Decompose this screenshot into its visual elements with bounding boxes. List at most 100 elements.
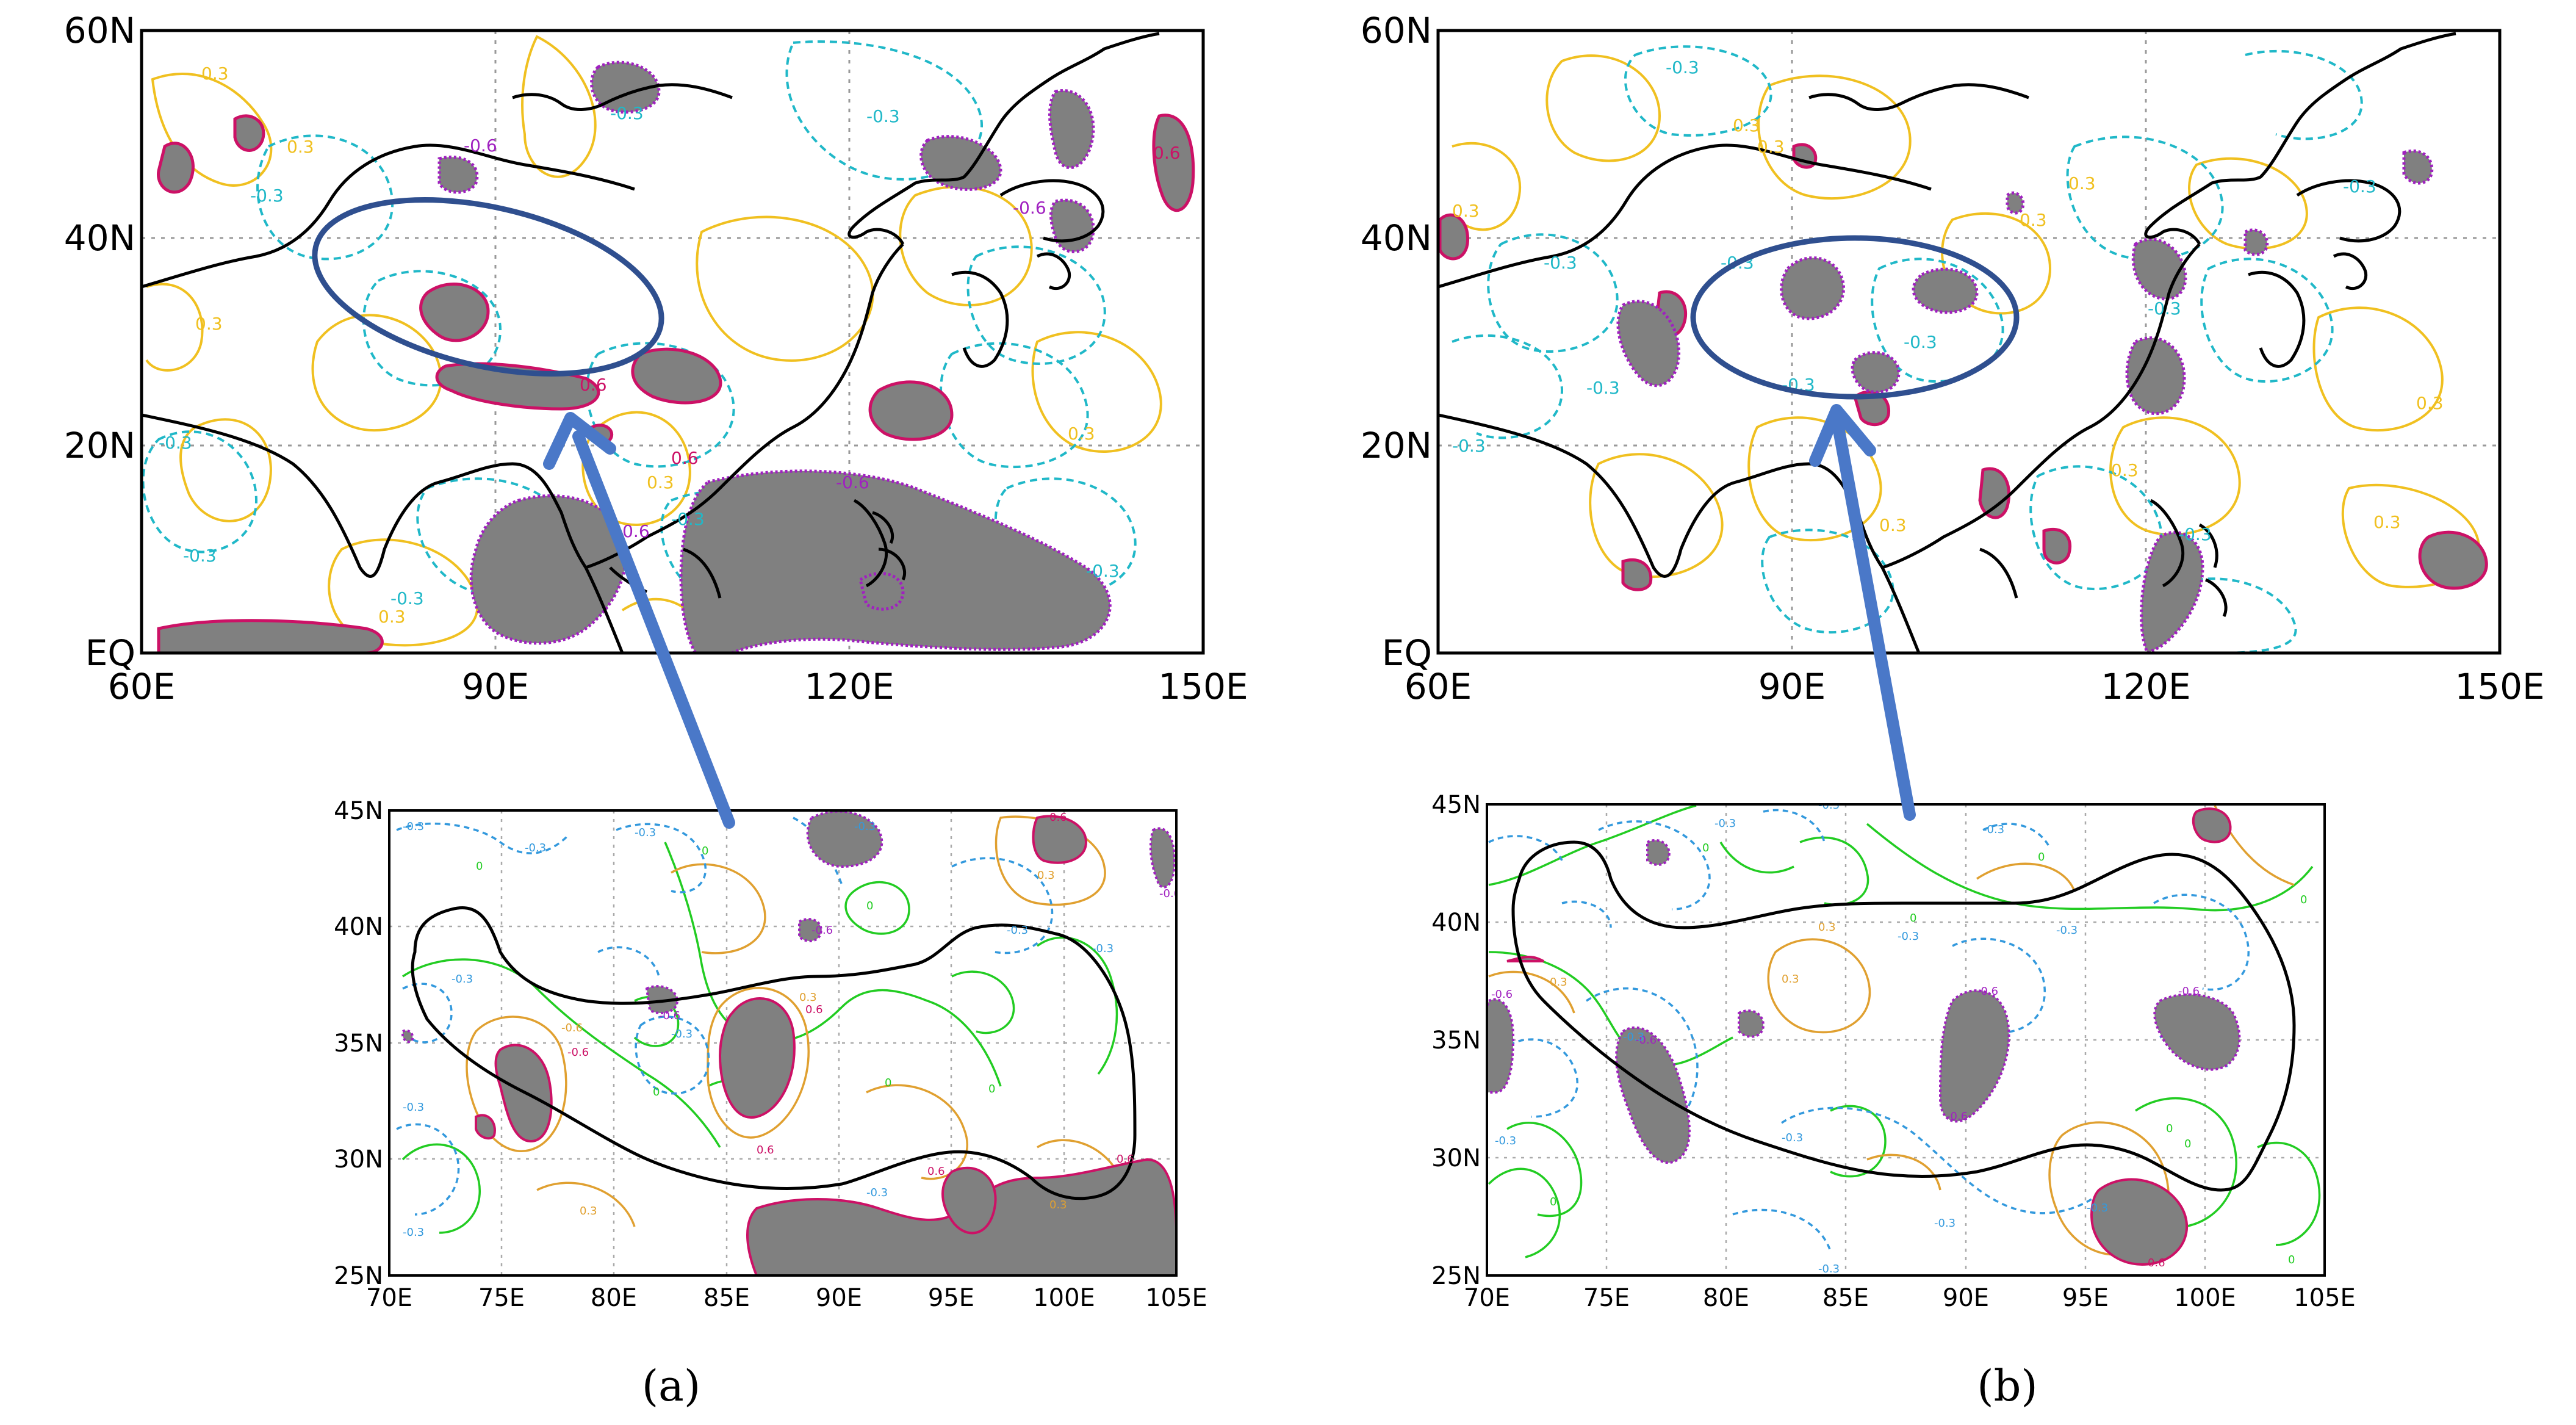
contour-label: 0.3	[1818, 921, 1836, 934]
contour-label: -0.3	[671, 1028, 693, 1041]
lat-tick-label: 35N	[1431, 1026, 1481, 1055]
tibetan-plateau-outline	[411, 906, 1137, 1200]
contour-label: -0.6	[567, 1046, 589, 1059]
lon-tick-label: 100E	[1033, 1284, 1095, 1312]
contour-label: 0	[2300, 893, 2307, 906]
contour-label: -0.3	[159, 433, 192, 453]
contour-label: -0.3	[1714, 817, 1736, 830]
contour-label: -0.3	[452, 973, 473, 986]
contour-label: -0.3	[1934, 1217, 1955, 1230]
tibetan-plateau-highlight	[312, 197, 664, 377]
contour-label: -0.3	[1495, 1135, 1516, 1147]
contour-label: 0.3	[2373, 512, 2401, 532]
negative-contours	[1452, 45, 2363, 653]
lon-tick-label: 60E	[108, 666, 175, 707]
contour-label: -0.3	[1898, 930, 1919, 943]
contour-label: -0.6	[1635, 1034, 1657, 1047]
panel-b-top-map: -0.3 0.3 0.3 0.3 -0.3 -0.3 -0.3 -0.3 -0.…	[1361, 10, 2545, 707]
lat-tick-labels: 45N 40N 35N 30N 25N	[334, 797, 383, 1290]
contour-label: -0.3	[635, 826, 656, 839]
lon-tick-label: 120E	[2101, 666, 2190, 707]
lat-tick-label: 25N	[1431, 1262, 1481, 1290]
contour-label: -0.6	[1491, 988, 1513, 1001]
contour-label: -0.3	[2178, 524, 2212, 544]
positive-contours	[145, 35, 1162, 647]
contour-label: 0	[2038, 851, 2045, 864]
shaded-positive	[157, 114, 1195, 653]
lat-tick-label: 40N	[64, 217, 135, 259]
lon-tick-label: 105E	[1145, 1284, 1207, 1312]
contour-label: -0.3	[1586, 378, 1620, 398]
lon-tick-label: 90E	[1758, 666, 1826, 707]
contour-label: -0.3	[866, 106, 900, 126]
contour-label: -0.6	[464, 135, 497, 156]
contour-label: -0.3	[1666, 57, 1699, 78]
lat-tick-labels: 45N 40N 35N 30N 25N	[1431, 791, 1481, 1290]
contour-label: 0.6	[1049, 811, 1067, 824]
zoom-arrow-b	[1809, 404, 1916, 821]
contour-label: -0.6	[1946, 1110, 1968, 1123]
contour-label: -0.3	[2056, 924, 2078, 937]
map-background	[1438, 31, 2500, 653]
contour-label: 0.6	[927, 1165, 945, 1178]
contour-label: 0	[1910, 912, 1916, 925]
panel-label-b: (b)	[1977, 1361, 2037, 1411]
zero-contours	[401, 842, 1118, 1234]
shaded-negative	[437, 60, 1112, 653]
contour-label: 0.6	[2148, 1257, 2165, 1269]
lon-tick-label: 90E	[1943, 1284, 1989, 1312]
lat-tick-label: 20N	[1361, 425, 1432, 466]
contour-label: 0.3	[2020, 210, 2047, 230]
contour-label: 0.6	[580, 375, 607, 395]
lon-tick-label: 90E	[462, 666, 529, 707]
contour-label: 0	[2288, 1254, 2295, 1266]
panel-a-top-map: 0.3 0.3 -0.3 -0.3 -0.3 -0.6 -0.6 0.6 0.6…	[64, 10, 1248, 707]
lon-tick-label: 120E	[804, 666, 894, 707]
contour-label: 0.3	[195, 314, 223, 334]
lon-tick-label: 75E	[1583, 1284, 1630, 1312]
lon-tick-label: 85E	[1822, 1284, 1869, 1312]
shaded-positive	[475, 815, 1176, 1275]
contour-label: -0.6	[1159, 887, 1181, 900]
tibetan-plateau-highlight	[1690, 235, 2020, 400]
contour-label: -0.3	[1818, 799, 1840, 812]
map-frame	[388, 809, 1178, 1277]
contour-label: 0.3	[1037, 869, 1055, 882]
lat-tick-label: EQ	[85, 632, 135, 674]
contour-label: -0.3	[1782, 1131, 1803, 1144]
contour-label: -0.3	[403, 820, 424, 833]
lat-tick-label: 40N	[1431, 909, 1481, 937]
contour-label: 0	[476, 860, 483, 873]
contour-label: -0.6	[1013, 198, 1046, 218]
gridlines	[1438, 31, 2500, 653]
contour-label: 0.3	[2416, 393, 2444, 413]
contour-label: 0.3	[2111, 460, 2139, 480]
contour-label: 0.6	[1153, 143, 1181, 163]
contour-label: -0.3	[183, 546, 217, 566]
contour-label: -0.3	[1086, 561, 1120, 581]
contour-label: -0.3	[1092, 942, 1114, 955]
lon-tick-label: 85E	[703, 1284, 750, 1312]
contour-label: 0	[2166, 1122, 2173, 1135]
lat-tick-label: EQ	[1382, 632, 1432, 674]
lat-tick-label: 25N	[334, 1262, 383, 1290]
contour-label: -0.3	[250, 186, 284, 206]
contour-label: -0.6	[811, 924, 833, 937]
contour-label: -0.3	[610, 103, 644, 123]
contour-label: -0.3	[854, 820, 876, 833]
lon-tick-labels: 60E 90E 120E 150E	[1405, 666, 2545, 707]
lon-tick-label: 150E	[1158, 666, 1248, 707]
shaded-negative	[1487, 839, 2241, 1164]
contour-label: 0.3	[799, 991, 817, 1004]
contour-label: 0.3	[1733, 115, 1760, 135]
lon-tick-labels: 70E 75E 80E 85E 90E 95E 100E 105E	[1464, 1284, 2356, 1312]
contour-label: 0	[1550, 1196, 1556, 1208]
lat-tick-label: 45N	[1431, 791, 1481, 819]
contour-label: -0.3	[1544, 253, 1577, 273]
contour-label: 0.3	[1068, 424, 1095, 444]
lat-tick-label: 40N	[1361, 217, 1432, 259]
lon-tick-labels: 60E 90E 120E 150E	[108, 666, 1248, 707]
contour-label: 0.3	[1452, 201, 1480, 221]
lon-tick-label: 80E	[1703, 1284, 1749, 1312]
contour-label: 0.3	[378, 607, 406, 627]
